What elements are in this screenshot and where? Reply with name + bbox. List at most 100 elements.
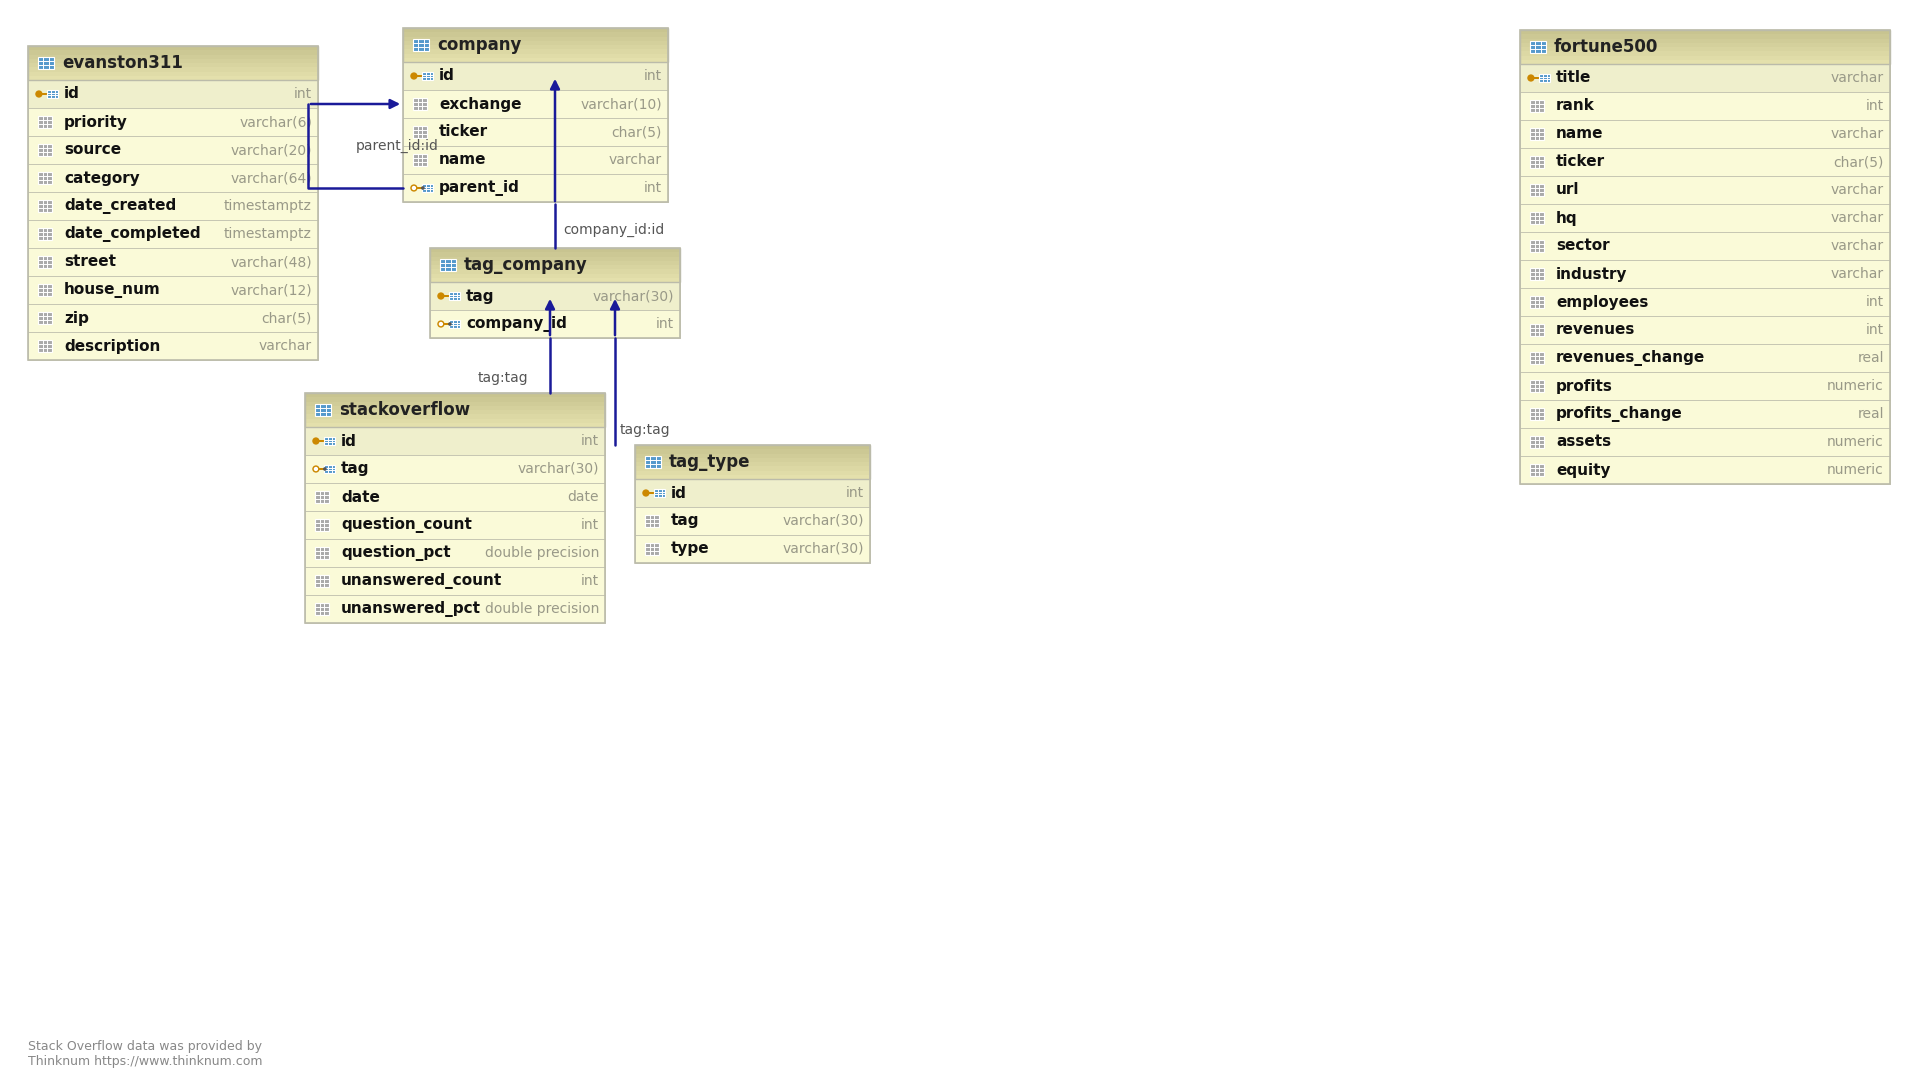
Text: varchar(12): varchar(12) [231,283,312,297]
Bar [429,248,680,338]
Circle shape [312,438,320,444]
Bar [412,99,428,109]
Text: revenues: revenues [1556,323,1635,337]
Bar [1529,352,1545,363]
Bar [304,455,605,483]
Bar [403,41,668,46]
Text: varchar: varchar [1832,127,1884,141]
Bar [414,39,429,51]
Bar [636,475,871,479]
Text: varchar: varchar [258,339,312,353]
Text: char(5): char(5) [1834,155,1884,169]
Text: date_completed: date_completed [64,225,200,242]
Bar [39,172,52,183]
Bar [314,491,329,503]
Bar [429,248,680,253]
Text: numeric: numeric [1828,379,1884,393]
Bar [304,567,605,595]
Text: int: int [846,486,865,500]
Bar [29,80,318,108]
Bar [422,183,433,192]
Bar [304,423,605,427]
Bar [429,278,680,283]
Text: url: url [1556,182,1579,197]
Bar [429,310,680,338]
Bar [449,292,460,300]
Bar [403,118,668,146]
Bar [1520,30,1889,35]
Bar [304,393,605,427]
Bar [29,63,318,67]
Bar [29,46,318,51]
Text: category: category [64,170,141,185]
Text: tag: tag [341,462,370,477]
Text: id: id [439,68,455,83]
Text: company: company [437,36,522,54]
Text: profits_change: profits_change [1556,406,1683,422]
Bar [304,595,605,623]
Bar [314,519,329,530]
Text: timestamptz: timestamptz [223,199,312,212]
Bar [39,284,52,296]
Bar [636,470,871,475]
Bar [1529,380,1545,391]
Circle shape [410,185,416,191]
Bar [449,320,460,328]
Bar [29,50,318,55]
Bar [422,72,433,80]
Bar [318,440,324,442]
Bar [416,186,422,189]
Bar [29,136,318,164]
Text: varchar(6): varchar(6) [239,115,312,129]
Bar [1520,47,1889,52]
Text: varchar(10): varchar(10) [580,96,663,111]
Bar [429,257,680,261]
Bar [1520,51,1889,56]
Text: evanston311: evanston311 [62,54,183,72]
Text: parent_id: parent_id [439,180,520,196]
Bar [1520,372,1889,400]
Circle shape [314,467,318,470]
Text: varchar(30): varchar(30) [782,514,865,528]
Circle shape [324,468,325,470]
Text: varchar(30): varchar(30) [518,462,599,476]
Text: hq: hq [1556,210,1577,225]
Bar [403,53,668,59]
Text: varchar: varchar [609,153,663,167]
Circle shape [437,293,443,299]
Bar [29,67,318,72]
Bar [636,457,871,463]
Bar [403,28,668,33]
Text: date_created: date_created [64,198,177,214]
Text: int: int [582,434,599,448]
Circle shape [437,321,443,327]
Bar [1533,77,1539,79]
Text: sector: sector [1556,238,1610,254]
Bar [39,257,52,268]
Bar [649,492,655,494]
Text: profits: profits [1556,378,1612,393]
Bar [1520,30,1889,64]
Bar [1520,400,1889,428]
Text: source: source [64,142,121,157]
Text: varchar(30): varchar(30) [782,542,865,556]
Bar [429,273,680,279]
Bar [39,144,52,155]
Text: int: int [643,69,663,83]
Text: house_num: house_num [64,282,160,298]
Bar [1520,456,1889,483]
Bar [1520,317,1889,344]
Bar [1529,297,1545,308]
Bar [324,437,335,446]
Bar [1520,42,1889,48]
Circle shape [312,466,320,472]
Text: assets: assets [1556,435,1612,450]
Bar [403,146,668,175]
Bar [29,192,318,220]
Bar [39,201,52,211]
Bar [304,539,605,567]
Circle shape [643,490,649,496]
Circle shape [410,73,416,79]
Circle shape [412,186,416,190]
Bar [645,456,661,468]
